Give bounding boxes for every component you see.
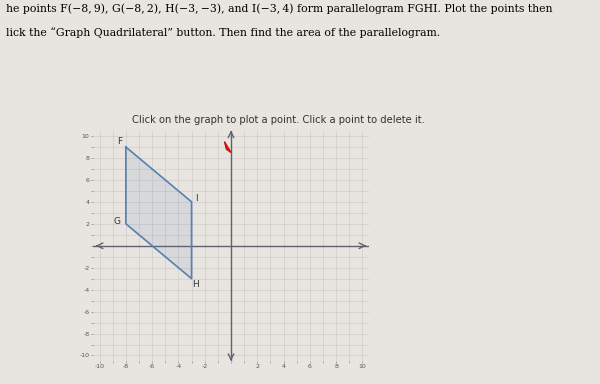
Text: F: F	[117, 137, 122, 146]
Polygon shape	[126, 147, 191, 279]
Text: H: H	[192, 280, 199, 289]
Text: he points F(−8, 9), G(−8, 2), H(−3, −3), and I(−3, 4) form parallelogram FGHI. P: he points F(−8, 9), G(−8, 2), H(−3, −3),…	[6, 4, 553, 15]
Text: Click on the graph to plot a point. Click a point to delete it.: Click on the graph to plot a point. Clic…	[132, 115, 425, 125]
Text: I: I	[196, 194, 198, 203]
Text: G: G	[113, 217, 120, 226]
Text: lick the “Graph Quadrilateral” button. Then find the area of the parallelogram.: lick the “Graph Quadrilateral” button. T…	[6, 27, 440, 38]
Polygon shape	[224, 142, 231, 152]
